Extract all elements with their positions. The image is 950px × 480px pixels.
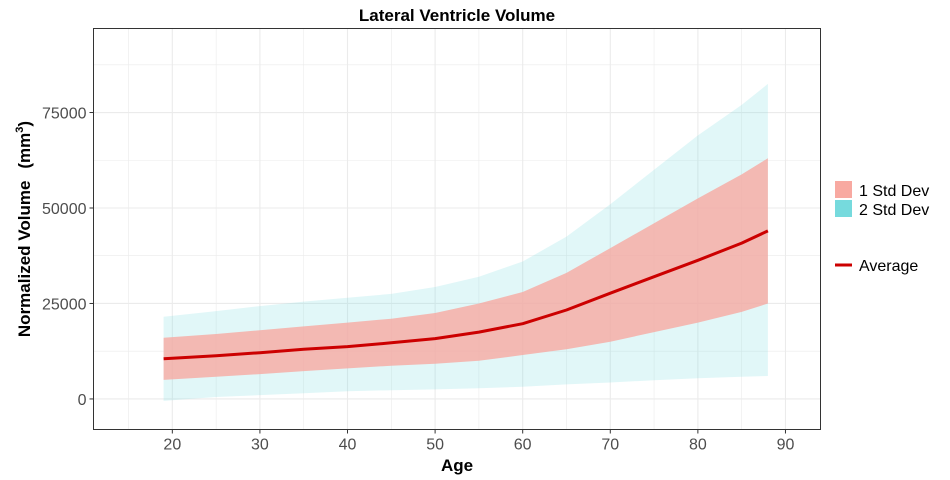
y-tick-label: 25000 [42,296,87,313]
x-tick-label: 40 [339,437,357,454]
x-tick-label: 80 [689,437,707,454]
x-tick-label: 90 [777,437,795,454]
x-tick-label: 30 [251,437,269,454]
chart-title: Lateral Ventricle Volume [359,6,555,25]
y-tick-label: 0 [78,392,87,409]
x-tick-label: 70 [601,437,619,454]
legend-label-1-std-dev: 1 Std Dev [859,183,929,200]
x-axis-title: Age [441,456,473,475]
x-tick-label: 60 [514,437,532,454]
x-axis: 20 30 40 50 60 70 80 90 [163,429,795,454]
legend-key-1-std-dev [835,181,852,198]
y-tick-label: 75000 [42,106,87,123]
legend: 1 Std Dev 2 Std Dev Average [835,181,929,275]
line-average [163,229,769,361]
band-1-std-dev [163,158,768,380]
x-tick-label: 20 [163,437,181,454]
x-tick-label: 50 [426,437,444,454]
plot-frame [93,28,821,430]
y-axis-title: Normalized Volume(mm3) [14,121,34,337]
lines [163,229,769,361]
bands [163,83,768,401]
y-tick-label: 50000 [42,201,87,218]
y-axis: 0 25000 50000 75000 [42,106,94,409]
legend-label-average: Average [859,258,918,275]
legend-label-2-std-dev: 2 Std Dev [859,202,929,219]
legend-key-2-std-dev [835,200,852,217]
